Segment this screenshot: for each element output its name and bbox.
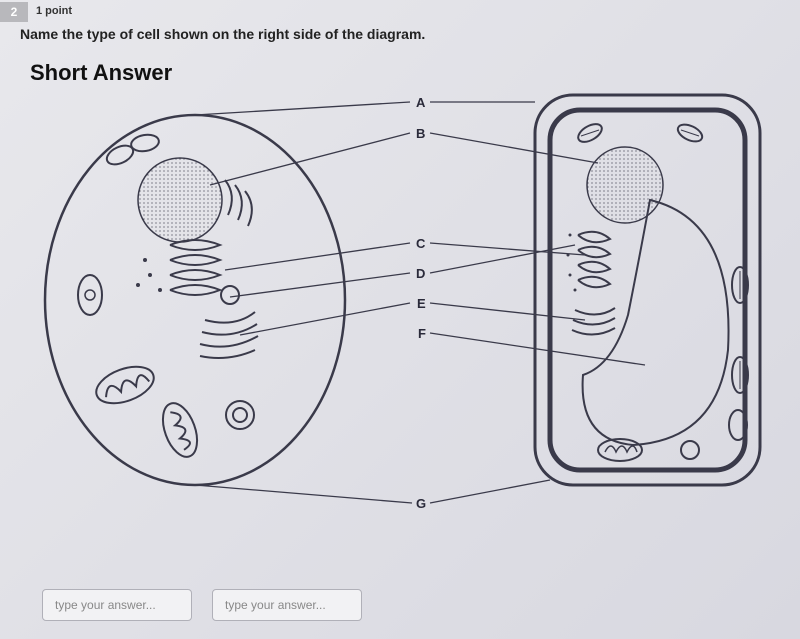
label-B: B	[416, 126, 425, 141]
label-A: A	[416, 95, 426, 110]
answer-row: type your answer... type your answer...	[42, 589, 362, 621]
label-C: C	[416, 236, 426, 251]
label-G: G	[416, 496, 426, 511]
question-number: 2	[0, 2, 28, 22]
section-title: Short Answer	[30, 60, 800, 86]
label-F: F	[418, 326, 426, 341]
question-points: 1 point	[36, 2, 72, 17]
label-letters: A B C D E F G	[416, 95, 426, 511]
question-header: 2 1 point	[0, 0, 800, 22]
answer-input-1[interactable]: type your answer...	[42, 589, 192, 621]
question-prompt: Name the type of cell shown on the right…	[20, 26, 800, 42]
right-cell	[535, 95, 760, 485]
left-cell	[45, 115, 345, 485]
answer-input-2[interactable]: type your answer...	[212, 589, 362, 621]
label-D: D	[416, 266, 425, 281]
cell-diagram: A B C D E F G	[30, 85, 770, 535]
label-E: E	[417, 296, 426, 311]
